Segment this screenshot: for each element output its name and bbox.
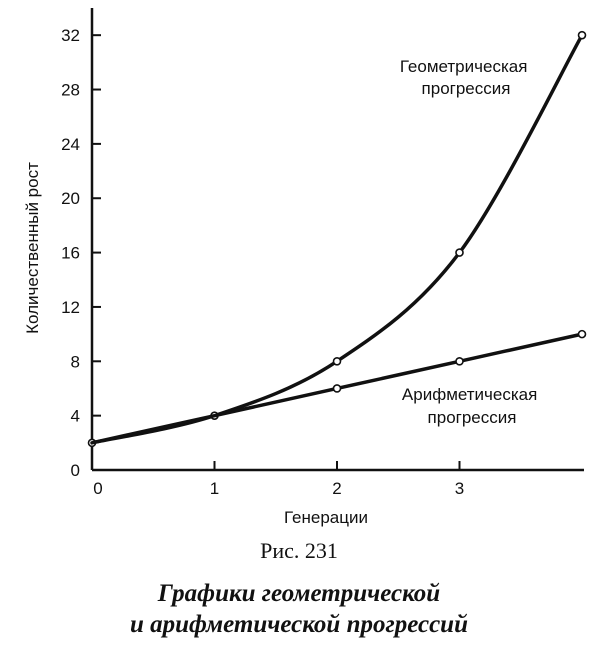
y-tick-label: 8 (71, 352, 80, 371)
series-label-geometric-line-1: Геометрическая (400, 57, 528, 76)
y-tick-label: 32 (61, 26, 80, 45)
y-tick-label: 0 (71, 461, 80, 480)
x-tick-label: 1 (210, 479, 219, 498)
series-label-arithmetic: Арифметическая прогрессия (402, 385, 542, 427)
data-point-arithmetic (577, 329, 587, 339)
figure-title-line-2: и арифметической прогрессий (129, 611, 468, 638)
y-tick-label: 4 (71, 407, 80, 426)
x-tick-label: 0 (93, 479, 102, 498)
x-axis-title: Генерации (284, 508, 368, 527)
y-tick-label: 20 (61, 189, 80, 208)
y-axis-title: Количественный рост (23, 162, 42, 334)
series-line-geometric (90, 33, 584, 445)
data-point-arithmetic (332, 384, 342, 393)
y-tick-label: 28 (61, 81, 80, 100)
series-label-geometric-line-2: прогрессия (422, 79, 511, 98)
x-tick-label: 3 (455, 479, 464, 498)
y-tick-label: 24 (61, 135, 80, 154)
data-point-arithmetic (455, 356, 464, 366)
data-point-geometric (332, 356, 342, 366)
data-point-geometric (455, 248, 464, 257)
series-label-geometric: Геометрическая прогрессия (400, 57, 532, 98)
x-tick-label: 2 (332, 479, 341, 498)
y-tick-label: 16 (61, 244, 80, 263)
figure-title: Графики геометрической и арифметической … (0, 578, 598, 640)
chart-series (87, 30, 587, 448)
series-label-arithmetic-line-2: прогрессия (428, 408, 517, 427)
series-label-arithmetic-line-1: Арифметическая (402, 385, 537, 404)
figure-title-line-1: Графики геометрической (157, 580, 441, 607)
figure-number: Рис. 231 (260, 538, 338, 563)
y-tick-label: 12 (61, 298, 80, 317)
data-point-geometric (577, 30, 587, 40)
